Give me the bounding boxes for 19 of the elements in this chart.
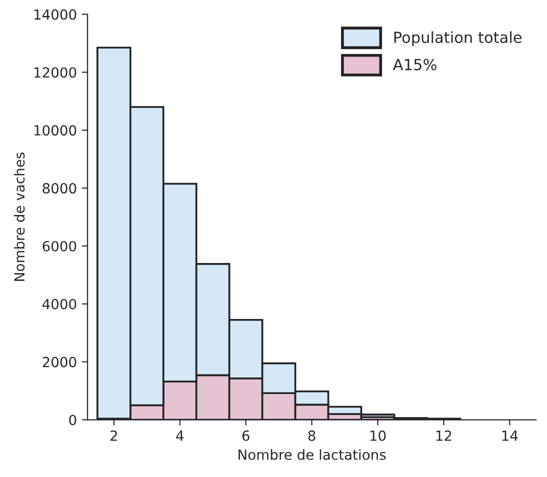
x-tick-label: 14 [502,430,518,441]
x-tick-label: 10 [370,430,386,441]
y-axis-title: Nombre de vaches [14,152,25,281]
y-tick-label: 2000 [42,356,76,368]
y-tick-label: 6000 [42,240,76,252]
x-tick-label: 2 [110,430,117,441]
y-tick-label: 14000 [34,9,76,20]
x-tick-label: 8 [308,430,316,441]
x-tick-label: 12 [436,430,452,441]
y-tick-label: 10000 [34,125,76,136]
legend-label: Population totale [394,31,522,46]
y-tick-label: 12000 [34,67,76,78]
legend-label: A15% [392,58,436,70]
x-tick-label: 4 [176,430,184,441]
y-tick-label: 0 [69,414,76,426]
x-tick-label: 6 [242,430,250,441]
x-axis-title: Nombre de lactations [238,449,386,460]
y-tick-label: 8000 [42,183,76,194]
y-tick-label: 4000 [42,298,76,310]
